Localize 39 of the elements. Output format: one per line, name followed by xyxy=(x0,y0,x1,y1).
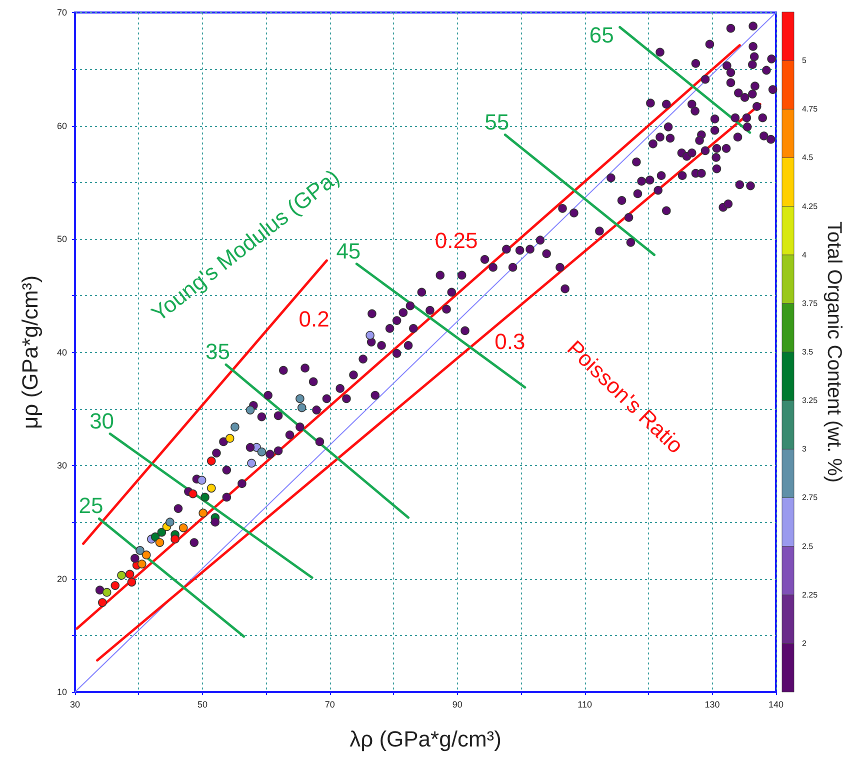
color-bar-label: 4.75 xyxy=(802,104,818,114)
y-tick-label: 10 xyxy=(56,687,67,697)
x-tick-label: 90 xyxy=(452,700,462,710)
x-axis-title: λρ (GPa*g/cm³) xyxy=(350,726,502,752)
series-label: 55 xyxy=(484,109,510,134)
color-bar-label: 2.75 xyxy=(802,493,818,502)
y-tick-label: 50 xyxy=(56,234,67,244)
x-tick-label: 70 xyxy=(324,700,335,710)
color-bar-label: 3.5 xyxy=(802,348,814,356)
y-axis-title: μρ (GPa*g/cm³) xyxy=(18,275,42,430)
color-bar-label: 3 xyxy=(802,444,807,454)
color-bar-label: 4 xyxy=(802,250,807,260)
x-tick-label: 50 xyxy=(197,700,208,710)
y-tick-label: 30 xyxy=(56,460,67,470)
color-bar-label: 4.5 xyxy=(802,153,814,162)
series-label: 0.3 xyxy=(494,329,526,354)
color-bar-label: 2.5 xyxy=(802,542,814,551)
series-label: 30 xyxy=(90,408,114,434)
y-tick-label: 70 xyxy=(56,8,67,18)
color-bar-label: 3.75 xyxy=(802,298,818,308)
series-label: 0.2 xyxy=(298,306,330,332)
y-tick-label: 40 xyxy=(56,347,67,358)
color-bar-label: 2 xyxy=(802,638,807,648)
x-tick-label: 30 xyxy=(70,700,80,710)
series-label: 0.25 xyxy=(434,228,478,253)
series-label: 25 xyxy=(78,493,104,518)
x-tick-label: 130 xyxy=(704,700,720,710)
x-tick-label: 140 xyxy=(768,700,784,710)
series-label: 65 xyxy=(589,22,614,48)
color-bar-label: 2.25 xyxy=(802,590,818,600)
y-tick-label: 60 xyxy=(56,120,67,131)
color-bar-label: 3.25 xyxy=(802,396,818,406)
series-label: 45 xyxy=(336,238,361,264)
y-tick-label: 20 xyxy=(56,574,67,584)
x-tick-label: 110 xyxy=(578,700,592,710)
color-bar-label: 4.25 xyxy=(802,202,818,211)
color-bar-title: Total Organic Content (wt. %) xyxy=(823,221,845,483)
color-bar-label: 5 xyxy=(802,56,807,66)
series-label: 35 xyxy=(206,339,230,364)
